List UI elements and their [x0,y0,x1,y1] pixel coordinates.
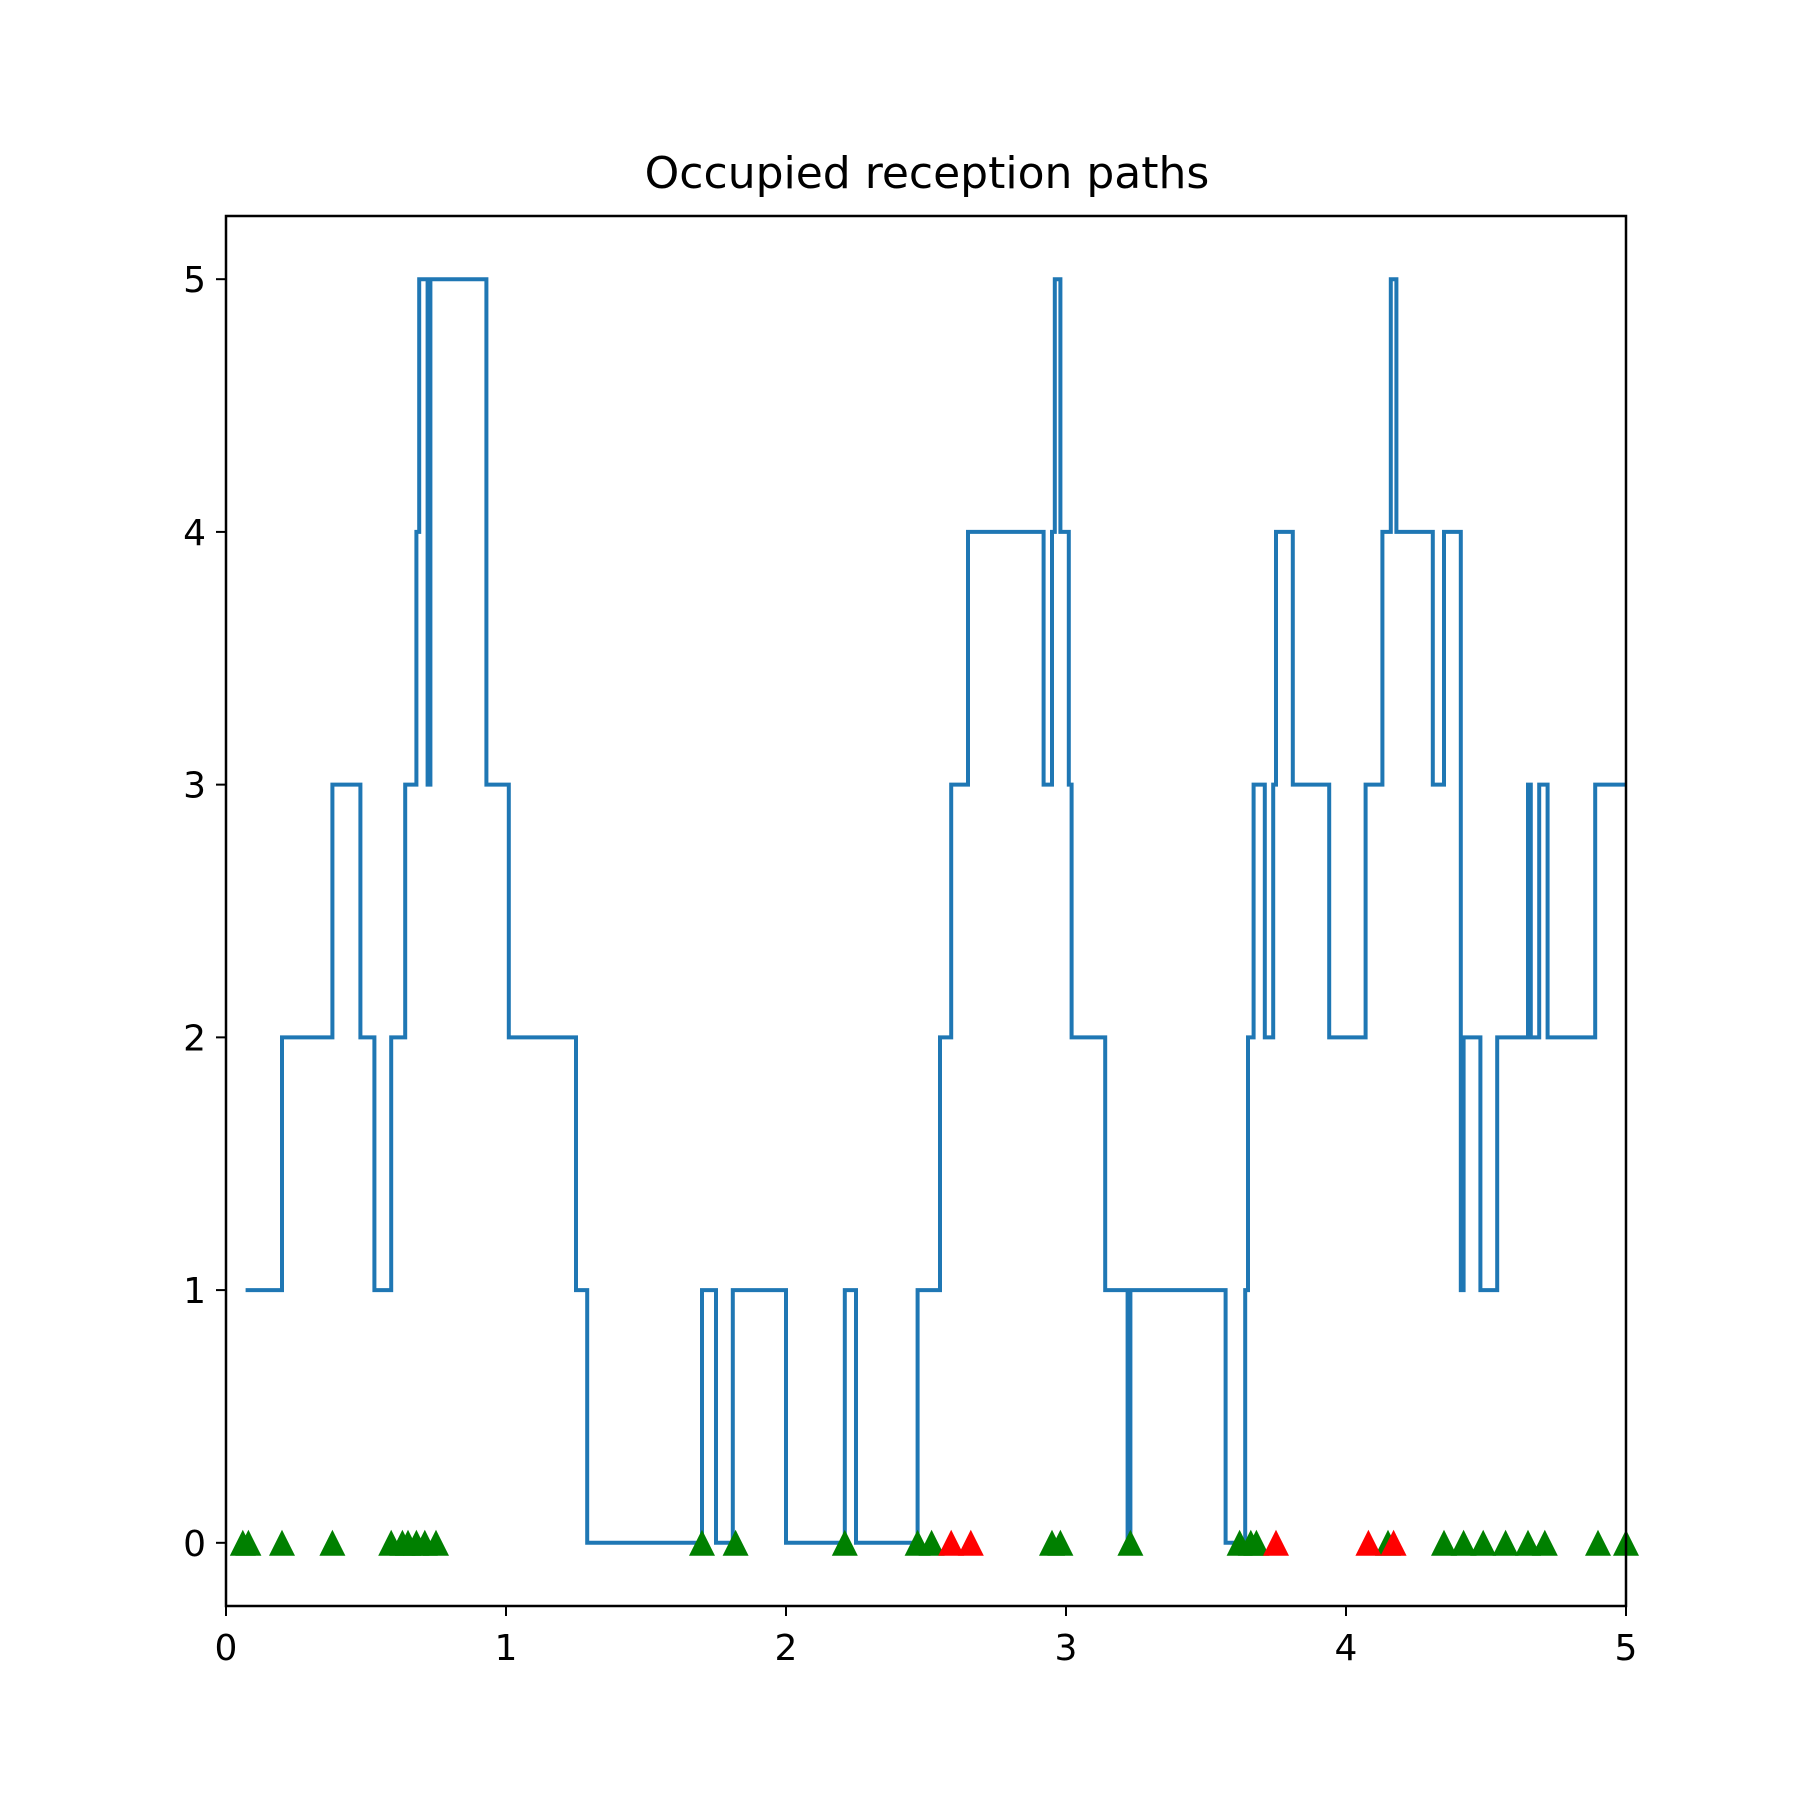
y-tick-label: 3 [183,766,206,807]
y-tick-label: 5 [183,260,206,301]
x-tick-label: 1 [495,1628,518,1669]
accepted-marker [1047,1529,1074,1556]
x-tick-label: 2 [775,1628,798,1669]
accepted-marker [831,1529,858,1556]
accepted-marker [319,1529,346,1556]
rejected-marker [938,1529,965,1556]
accepted-marker [1450,1529,1477,1556]
y-tick-label: 4 [183,513,206,554]
chart-title: Occupied reception paths [645,148,1210,199]
x-tick-label: 5 [1615,1628,1638,1669]
accepted-marker [235,1529,262,1556]
rejected-marker [1355,1529,1382,1556]
axes-frame [224,214,1628,1608]
accepted-marker [1515,1529,1541,1556]
x-tick-label: 4 [1335,1628,1358,1669]
accepted-marker [423,1529,449,1556]
accepted-marker [1492,1529,1519,1556]
axis-ticks: 0 1 2 3 4 5 0 1 2 3 4 5 [183,260,1637,1669]
accepted-marker [1117,1529,1144,1556]
accepted-marker [1243,1529,1270,1556]
rejected-marker [1263,1529,1289,1556]
accepted-marker [689,1529,715,1556]
y-tick-label: 1 [183,1271,206,1312]
accepted-marker [1531,1529,1558,1556]
plot-area [229,277,1639,1556]
y-tick-label: 0 [183,1524,206,1565]
accepted-marker [918,1529,945,1556]
series-line [245,277,1626,1545]
accepted-marker [1470,1529,1497,1556]
accepted-marker [722,1529,749,1556]
x-tick-label: 3 [1055,1628,1078,1669]
accepted-marker [269,1529,295,1556]
y-tick-label: 2 [183,1018,206,1059]
rejected-marker [1380,1529,1407,1556]
rejected-marker [957,1529,984,1556]
x-tick-label: 0 [215,1628,238,1669]
accepted-marker [1585,1529,1611,1556]
accepted-marker [1431,1529,1457,1556]
